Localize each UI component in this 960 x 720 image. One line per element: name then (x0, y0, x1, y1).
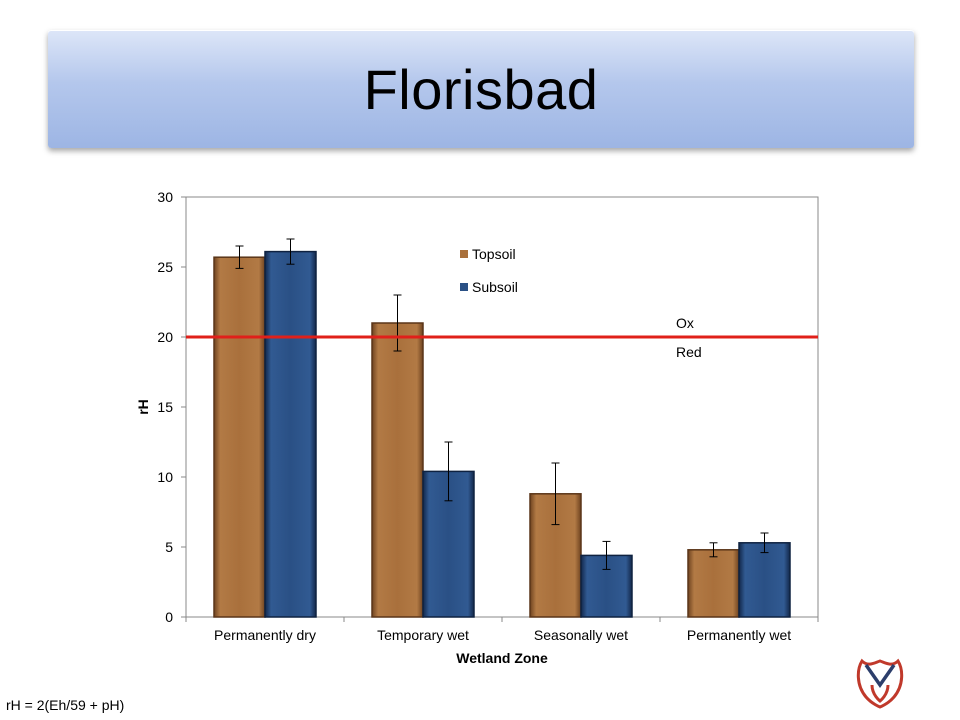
y-tick-label: 0 (165, 609, 173, 625)
title-banner: Florisbad (48, 30, 914, 148)
error-bar-topsoil (709, 542, 718, 558)
y-axis: 0 5 10 15 20 25 30 (157, 189, 186, 625)
x-tick-label: Temporary wet (377, 627, 469, 643)
error-bar-topsoil (551, 462, 560, 526)
y-tick-label: 25 (157, 259, 173, 275)
legend: Topsoil Subsoil (460, 246, 518, 295)
x-tick-label: Seasonally wet (534, 627, 628, 643)
reference-line-group: Ox Red (186, 315, 818, 360)
y-tick-label: 20 (157, 329, 173, 345)
error-bar-subsoil (602, 540, 611, 570)
y-axis-title: rH (135, 399, 151, 415)
x-tick-label: Permanently wet (687, 627, 791, 643)
error-bar-subsoil (286, 238, 295, 265)
error-bar-subsoil (760, 532, 769, 554)
bar-subsoil (738, 542, 791, 618)
y-tick-label: 30 (157, 189, 173, 205)
error-bar-topsoil (393, 294, 402, 352)
legend-label-subsoil: Subsoil (472, 279, 518, 295)
university-shield-logo-icon (856, 658, 904, 709)
reference-label-red: Red (676, 344, 702, 360)
y-tick-label: 15 (157, 399, 173, 415)
error-bar-topsoil (235, 245, 244, 269)
bar-subsoil (264, 250, 317, 618)
legend-swatch-topsoil (460, 250, 468, 258)
slide-title: Florisbad (363, 57, 599, 121)
legend-label-topsoil: Topsoil (472, 246, 516, 262)
formula-footnote: rH = 2(Eh/59 + pH) (6, 697, 125, 713)
error-bars-layer (235, 238, 769, 570)
x-axis: Permanently dry Temporary wet Seasonally w… (185, 617, 819, 643)
error-bar-subsoil (444, 441, 453, 502)
y-tick-label: 5 (165, 539, 173, 555)
x-tick-label: Permanently dry (214, 627, 316, 643)
bar-topsoil (371, 322, 424, 618)
legend-swatch-subsoil (460, 283, 468, 291)
bar-topsoil (687, 549, 740, 618)
x-axis-title: Wetland Zone (456, 650, 548, 666)
bars-layer (213, 250, 791, 618)
bar-topsoil (213, 256, 266, 618)
y-tick-label: 10 (157, 469, 173, 485)
reference-label-ox: Ox (676, 315, 694, 331)
